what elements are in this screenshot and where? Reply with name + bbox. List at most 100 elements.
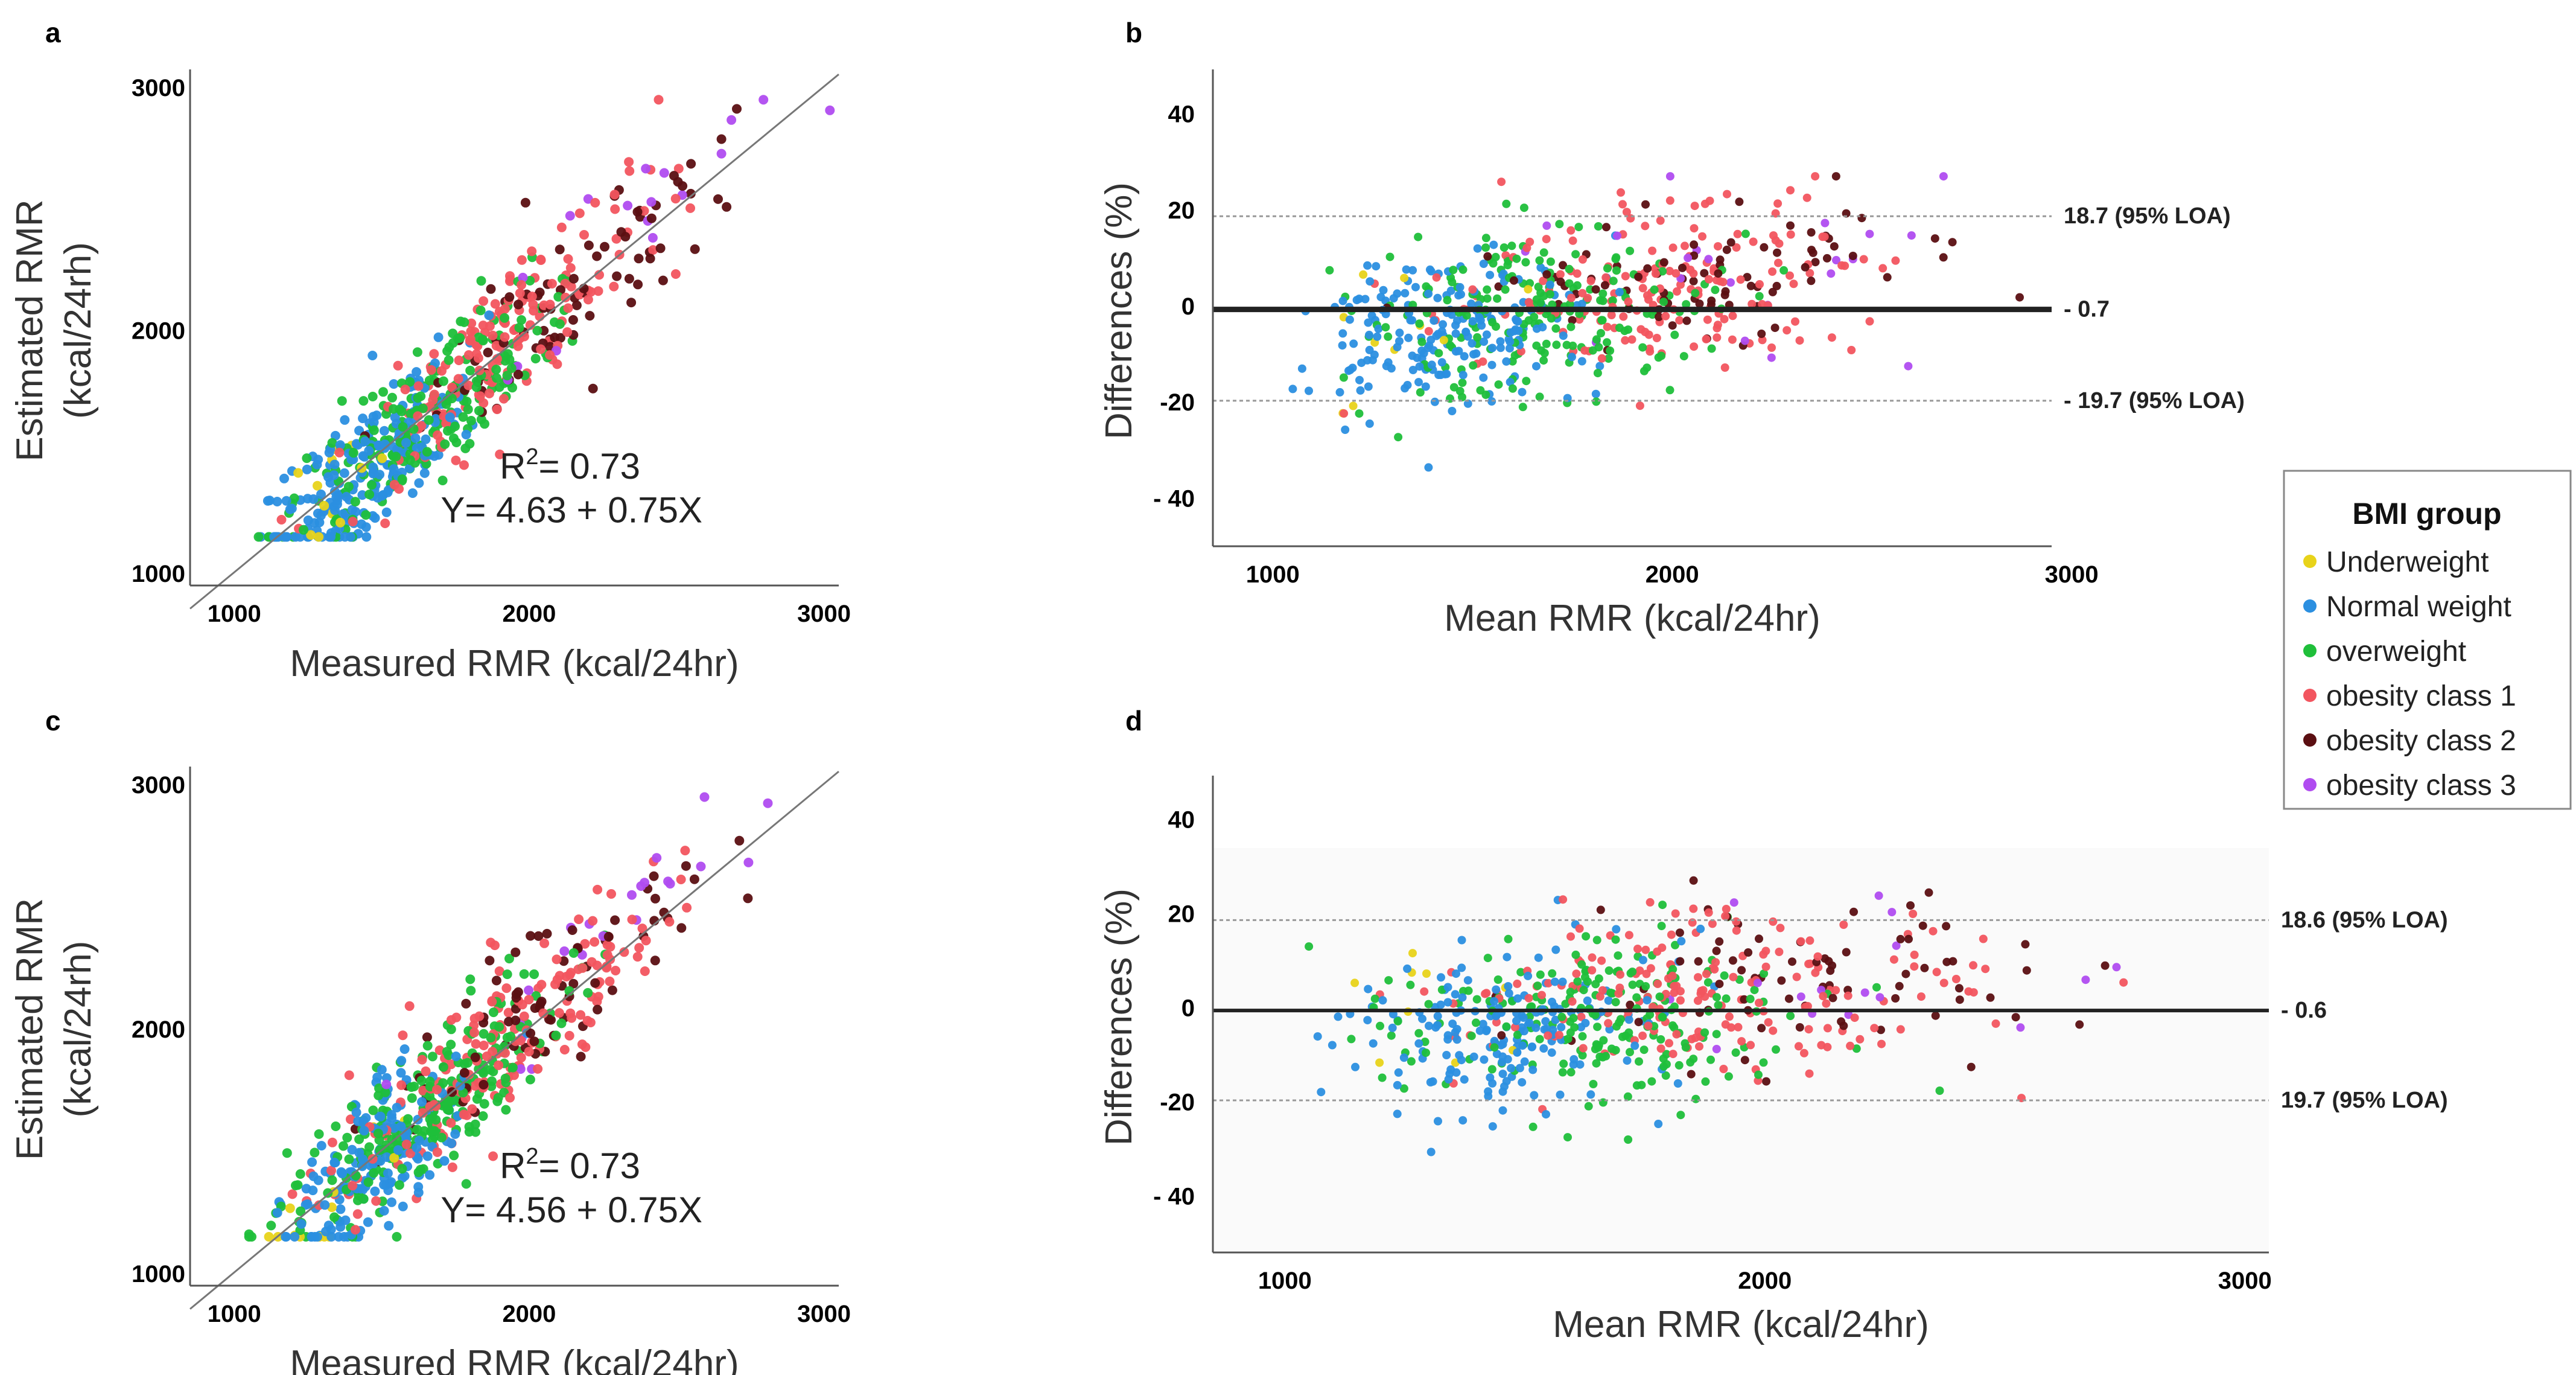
data-point-normal-weight [1638,955,1647,965]
data-point-obesity-class-1 [670,194,681,204]
data-point-obesity-class-1 [536,980,547,990]
data-point-overweight [1434,349,1443,358]
data-point-obesity-class-1 [1916,992,1926,1001]
data-point-obesity-class-1 [276,515,287,525]
data-point-overweight [1339,373,1348,382]
data-point-normal-weight [1401,289,1410,298]
data-point-obesity-class-2 [1707,296,1716,305]
data-point-overweight [350,497,360,507]
data-point-obesity-class-2 [1895,981,1904,991]
data-point-obesity-class-2 [1735,197,1744,206]
data-point-overweight [1491,252,1500,261]
panel-d-xtick-2000: 2000 [1738,1268,1792,1294]
data-point-obesity-class-1 [1340,409,1349,418]
data-point-obesity-class-1 [459,1109,469,1120]
data-point-overweight [396,406,407,416]
data-point-normal-weight [313,1232,322,1242]
data-point-obesity-class-3 [646,197,657,207]
data-point-obesity-class-1 [1804,1025,1813,1034]
data-point-overweight [373,1128,383,1138]
data-point-normal-weight [1372,262,1381,271]
data-point-obesity-class-2 [550,333,560,343]
data-point-obesity-class-2 [1714,269,1723,278]
data-point-obesity-class-1 [492,404,502,415]
data-point-obesity-class-2 [483,348,493,357]
data-point-obesity-class-1 [1713,324,1722,333]
data-point-normal-weight [372,1072,383,1082]
data-point-overweight [1592,936,1601,945]
data-point-normal-weight [1393,1109,1402,1118]
data-point-obesity-class-1 [404,1001,415,1011]
data-point-normal-weight [1365,330,1373,339]
data-point-overweight [1615,1018,1624,1027]
data-point-overweight [1464,986,1473,995]
panel-a-points [253,95,835,542]
data-point-overweight [1458,378,1467,388]
data-point-normal-weight [1545,280,1554,289]
data-point-overweight [1424,1000,1433,1009]
data-point-obesity-class-2 [1689,276,1698,286]
data-point-normal-weight [445,412,455,423]
data-point-normal-weight [324,447,334,458]
data-point-obesity-class-3 [1832,256,1840,264]
data-point-obesity-class-1 [287,1189,297,1199]
data-point-obesity-class-1 [1642,969,1651,978]
data-point-obesity-class-2 [1542,270,1551,279]
data-point-obesity-class-1 [1524,994,1533,1003]
data-point-obesity-class-3 [518,272,528,282]
data-point-overweight [337,396,347,406]
data-point-obesity-class-3 [1821,219,1830,228]
data-point-overweight [1661,1071,1670,1080]
data-point-obesity-class-1 [1823,1024,1832,1033]
data-point-overweight [1545,290,1554,299]
data-point-obesity-class-1 [567,1013,577,1023]
data-point-overweight [1604,354,1613,363]
data-point-underweight [306,530,316,540]
data-point-obesity-class-1 [559,1045,570,1054]
legend-box [2283,470,2572,810]
data-point-overweight [1504,934,1513,943]
data-point-overweight [1626,1048,1634,1057]
data-point-normal-weight [1451,321,1460,330]
data-point-obesity-class-1 [1889,955,1898,964]
data-point-normal-weight [1556,1090,1565,1099]
data-point-obesity-class-1 [454,356,464,365]
data-point-normal-weight [1419,349,1428,358]
data-point-overweight [475,305,486,316]
panel-b-mean-label: - 0.7 [2064,297,2110,322]
data-point-obesity-class-2 [1828,994,1837,1003]
data-point-obesity-class-2 [2022,966,2031,975]
data-point-obesity-class-2 [1715,937,1724,946]
data-point-obesity-class-1 [1670,981,1679,991]
data-point-obesity-class-1 [1588,953,1597,962]
panel-letter-a: a [45,17,61,48]
data-point-overweight [380,1087,390,1097]
data-point-obesity-class-1 [413,381,424,391]
data-point-overweight [282,1148,292,1158]
data-point-obesity-class-2 [1494,282,1503,291]
data-point-overweight [1577,960,1586,969]
data-point-obesity-class-3 [1939,172,1948,181]
data-point-overweight [1628,980,1637,989]
data-point-obesity-class-2 [1676,957,1685,966]
data-point-normal-weight [1539,1044,1548,1053]
data-point-overweight [1646,1010,1655,1019]
data-point-obesity-class-1 [475,391,485,401]
data-point-normal-weight [342,492,351,502]
data-point-obesity-class-1 [1877,1039,1886,1048]
data-point-obesity-class-1 [1668,971,1677,980]
data-point-normal-weight [1451,1028,1460,1037]
data-point-obesity-class-1 [505,1093,515,1103]
data-point-obesity-class-1 [1672,1030,1681,1039]
data-point-normal-weight [1557,1022,1566,1032]
data-point-overweight [1493,294,1502,303]
data-point-normal-weight [1457,290,1465,299]
data-point-normal-weight [1492,985,1501,994]
data-point-overweight [424,375,434,386]
data-point-obesity-class-1 [418,1108,428,1118]
data-point-obesity-class-2 [526,1028,536,1038]
data-point-normal-weight [447,1138,457,1149]
data-point-obesity-class-1 [463,380,474,391]
data-point-normal-weight [1458,371,1468,380]
data-point-normal-weight [1460,1075,1469,1084]
